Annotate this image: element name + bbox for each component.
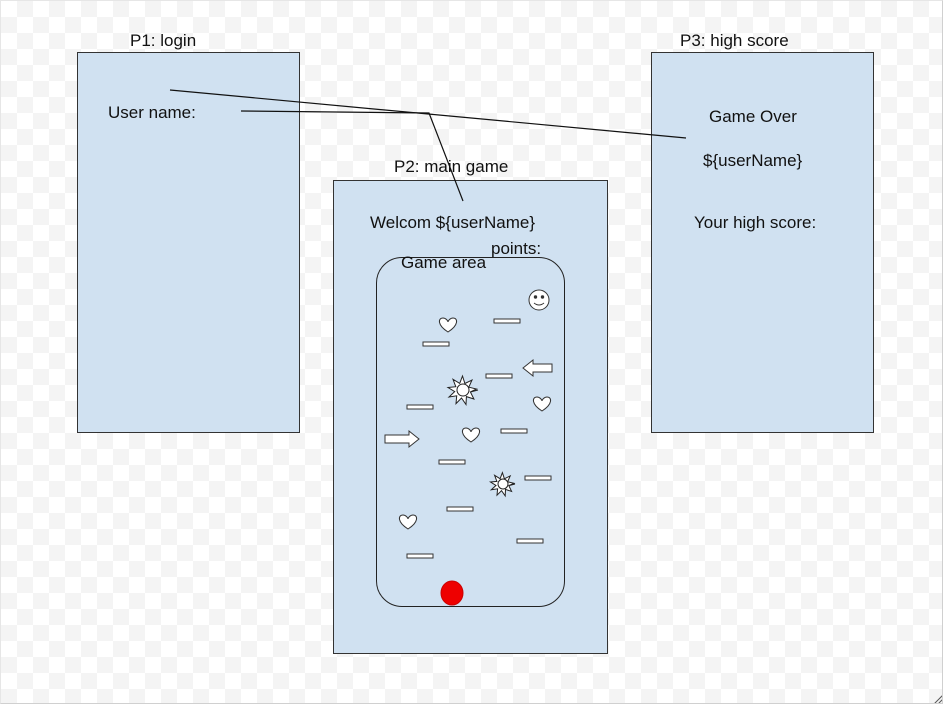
points-label: points: — [491, 239, 542, 258]
highscore-page-box[interactable] — [651, 52, 874, 433]
game-area-label: Game area — [401, 253, 487, 272]
game-area-frame[interactable] — [376, 257, 565, 607]
game-over-text: Game Over — [709, 107, 797, 126]
main-game-page-title: P2: main game — [394, 157, 509, 176]
resize-grip-icon[interactable] — [934, 695, 943, 704]
username-label: User name: — [108, 103, 196, 122]
highscore-username-text: ${userName} — [703, 151, 803, 170]
login-page-title: P1: login — [130, 31, 197, 50]
highscore-page-title: P3: high score — [680, 31, 789, 50]
welcome-text: Welcom ${userName} — [370, 213, 536, 232]
main-game-page-box[interactable] — [333, 180, 608, 654]
high-score-label: Your high score: — [694, 213, 817, 232]
